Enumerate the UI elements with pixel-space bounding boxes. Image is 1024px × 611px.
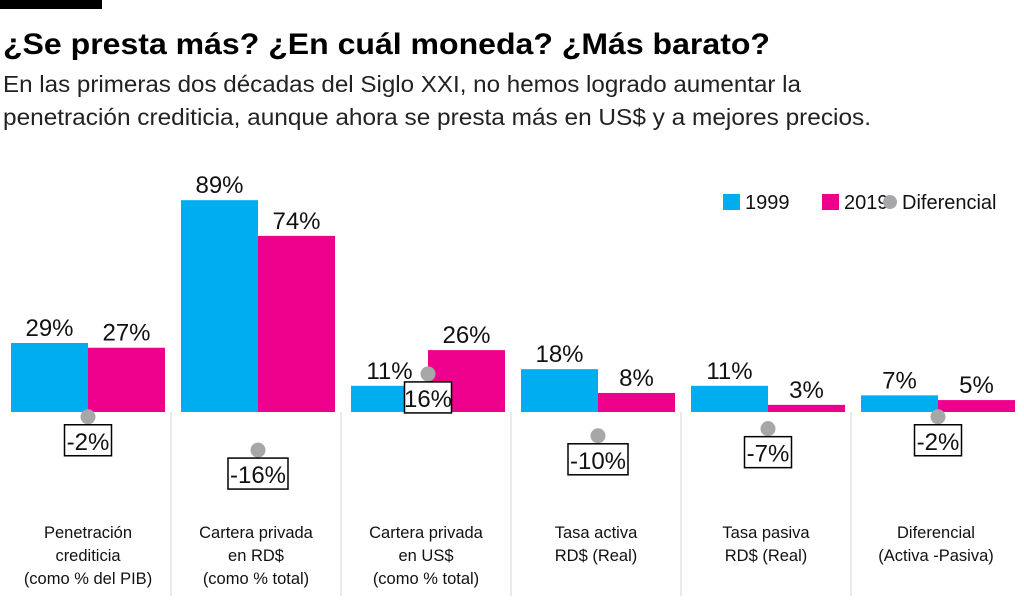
dot-diferencial	[930, 409, 946, 425]
label-box-diferencial	[913, 424, 963, 457]
label-1999: 7%	[882, 367, 917, 394]
dot-diferencial	[420, 366, 436, 382]
category-label: (Activa -Pasiva)	[878, 547, 994, 565]
label-1999: 89%	[195, 172, 243, 199]
label-diferencial: -10%	[570, 448, 626, 475]
category-label: (como % total)	[203, 570, 309, 588]
header-accent-bar	[0, 0, 102, 9]
label-box-diferencial	[227, 457, 289, 490]
label-box-diferencial	[567, 443, 629, 476]
chart-subtitle-line-1: En las primeras dos décadas del Siglo XX…	[3, 71, 801, 97]
bar-2019	[598, 392, 675, 412]
label-diferencial: -2%	[917, 429, 960, 456]
category-label: en RD$	[228, 547, 284, 565]
bar-2019	[938, 400, 1015, 412]
category-label: RD$ (Real)	[725, 547, 808, 565]
bar-2019	[258, 235, 335, 412]
dot-diferencial	[590, 428, 606, 444]
bar-1999	[861, 395, 938, 412]
category-label: Cartera privada	[199, 524, 314, 542]
category-label: Diferencial	[897, 524, 975, 542]
label-box-diferencial	[63, 424, 113, 457]
category-label: Penetración	[44, 524, 132, 542]
dot-diferencial	[250, 442, 266, 458]
label-1999: 11%	[706, 358, 752, 385]
label-diferencial: -16%	[230, 462, 286, 489]
label-2019: 3%	[789, 377, 824, 404]
dot-diferencial	[80, 409, 96, 425]
bar-1999	[691, 385, 768, 412]
bar-1999	[181, 200, 258, 412]
bar-1999	[11, 342, 88, 412]
bar-1999	[521, 369, 598, 412]
label-diferencial: -7%	[747, 441, 790, 468]
category-label: (como % total)	[373, 570, 479, 588]
chart-subtitle-line-2: penetración crediticia, aunque ahora se …	[3, 104, 871, 130]
label-2019: 26%	[442, 322, 490, 349]
label-box-diferencial	[403, 381, 453, 414]
chart-title: ¿Se presta más? ¿En cuál moneda? ¿Más ba…	[3, 28, 770, 61]
label-diferencial: 16%	[404, 386, 452, 413]
legend-swatch-1999	[723, 194, 740, 210]
legend-swatch-diferencial	[883, 195, 897, 209]
category-label: Cartera privada	[369, 524, 484, 542]
label-box-diferencial	[743, 435, 793, 469]
category-label: crediticia	[55, 547, 121, 565]
dot-diferencial	[760, 421, 776, 437]
category-label: en US$	[398, 547, 453, 565]
legend-label-diferencial: Diferencial	[902, 192, 996, 214]
label-diferencial: -2%	[67, 429, 110, 456]
category-label: (como % del PIB)	[24, 570, 152, 588]
label-2019: 8%	[619, 365, 654, 392]
label-2019: 5%	[959, 372, 994, 399]
label-2019: 27%	[102, 320, 150, 347]
label-1999: 29%	[25, 315, 73, 342]
bar-2019	[88, 347, 165, 412]
category-label: Tasa activa	[555, 524, 638, 542]
plot-area: 29% 27% -2% Penetración crediticia (como % de…	[11, 172, 1015, 596]
category-label: RD$ (Real)	[555, 547, 638, 565]
label-1999: 11%	[366, 358, 412, 385]
bar-2019	[768, 404, 845, 412]
category-label: Tasa pasiva	[722, 524, 810, 542]
label-2019: 74%	[272, 208, 320, 235]
legend-label-1999: 1999	[745, 192, 790, 214]
legend-label-2019: 2019	[844, 192, 889, 214]
label-1999: 18%	[535, 341, 583, 368]
legend-swatch-2019	[822, 194, 839, 210]
legend: 1999 2019 Diferencial	[723, 192, 996, 214]
